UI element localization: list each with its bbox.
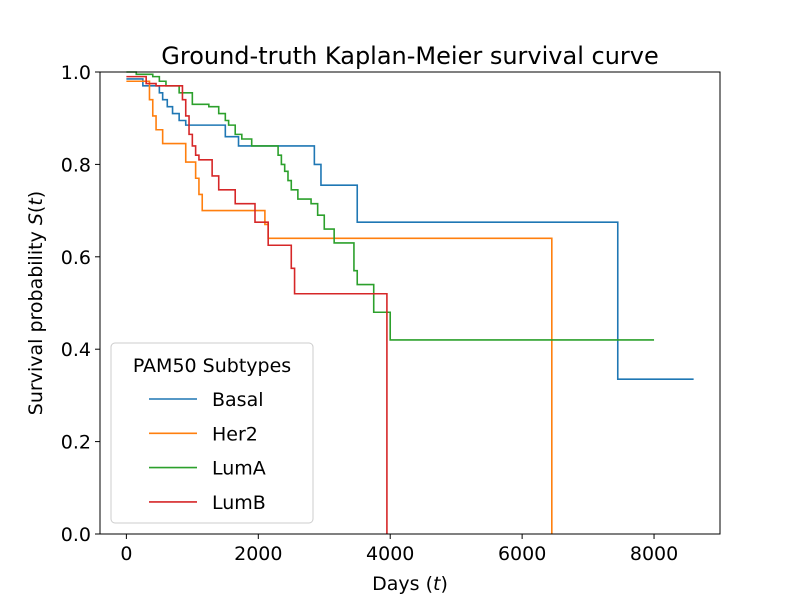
x-tick-label: 0 — [120, 543, 132, 565]
series-line-lumb — [126, 75, 388, 534]
legend-label-basal: Basal — [212, 389, 264, 411]
legend-box — [110, 342, 314, 524]
y-axis-ticks: 0.0 0.2 0.4 0.6 0.8 1.0 — [61, 62, 100, 546]
legend-label-her2: Her2 — [212, 423, 258, 445]
plot-frame — [99, 71, 721, 535]
x-tick-label: 6000 — [498, 543, 546, 565]
y-tick-label: 0.8 — [61, 154, 91, 176]
x-axis-ticks: 0 2000 4000 6000 8000 — [120, 534, 678, 565]
x-axis-label: Days (t) — [372, 573, 448, 595]
x-tick-label: 8000 — [630, 543, 678, 565]
legend-entries: Basal Her2 LumA LumB — [149, 389, 266, 514]
legend-label-luma: LumA — [212, 458, 266, 480]
series-line-basal — [126, 78, 694, 381]
x-tick-label: 4000 — [366, 543, 414, 565]
plot-lines — [126, 71, 694, 534]
legend: PAM50 Subtypes Basal Her2 LumA LumB — [110, 342, 314, 524]
legend-title: PAM50 Subtypes — [133, 355, 291, 377]
chart-title: Ground-truth Kaplan-Meier survival curve — [161, 42, 658, 70]
y-tick-label: 0.4 — [61, 339, 91, 361]
series-line-luma — [126, 71, 655, 341]
legend-label-lumb: LumB — [212, 492, 266, 514]
y-tick-label: 1.0 — [61, 62, 91, 84]
series-line-her2 — [126, 80, 553, 534]
y-tick-label: 0.6 — [61, 247, 91, 269]
x-tick-label: 2000 — [234, 543, 282, 565]
y-tick-label: 0.2 — [61, 432, 91, 454]
y-tick-label: 0.0 — [61, 524, 91, 546]
y-axis-label: Survival probability S(t) — [25, 191, 47, 415]
